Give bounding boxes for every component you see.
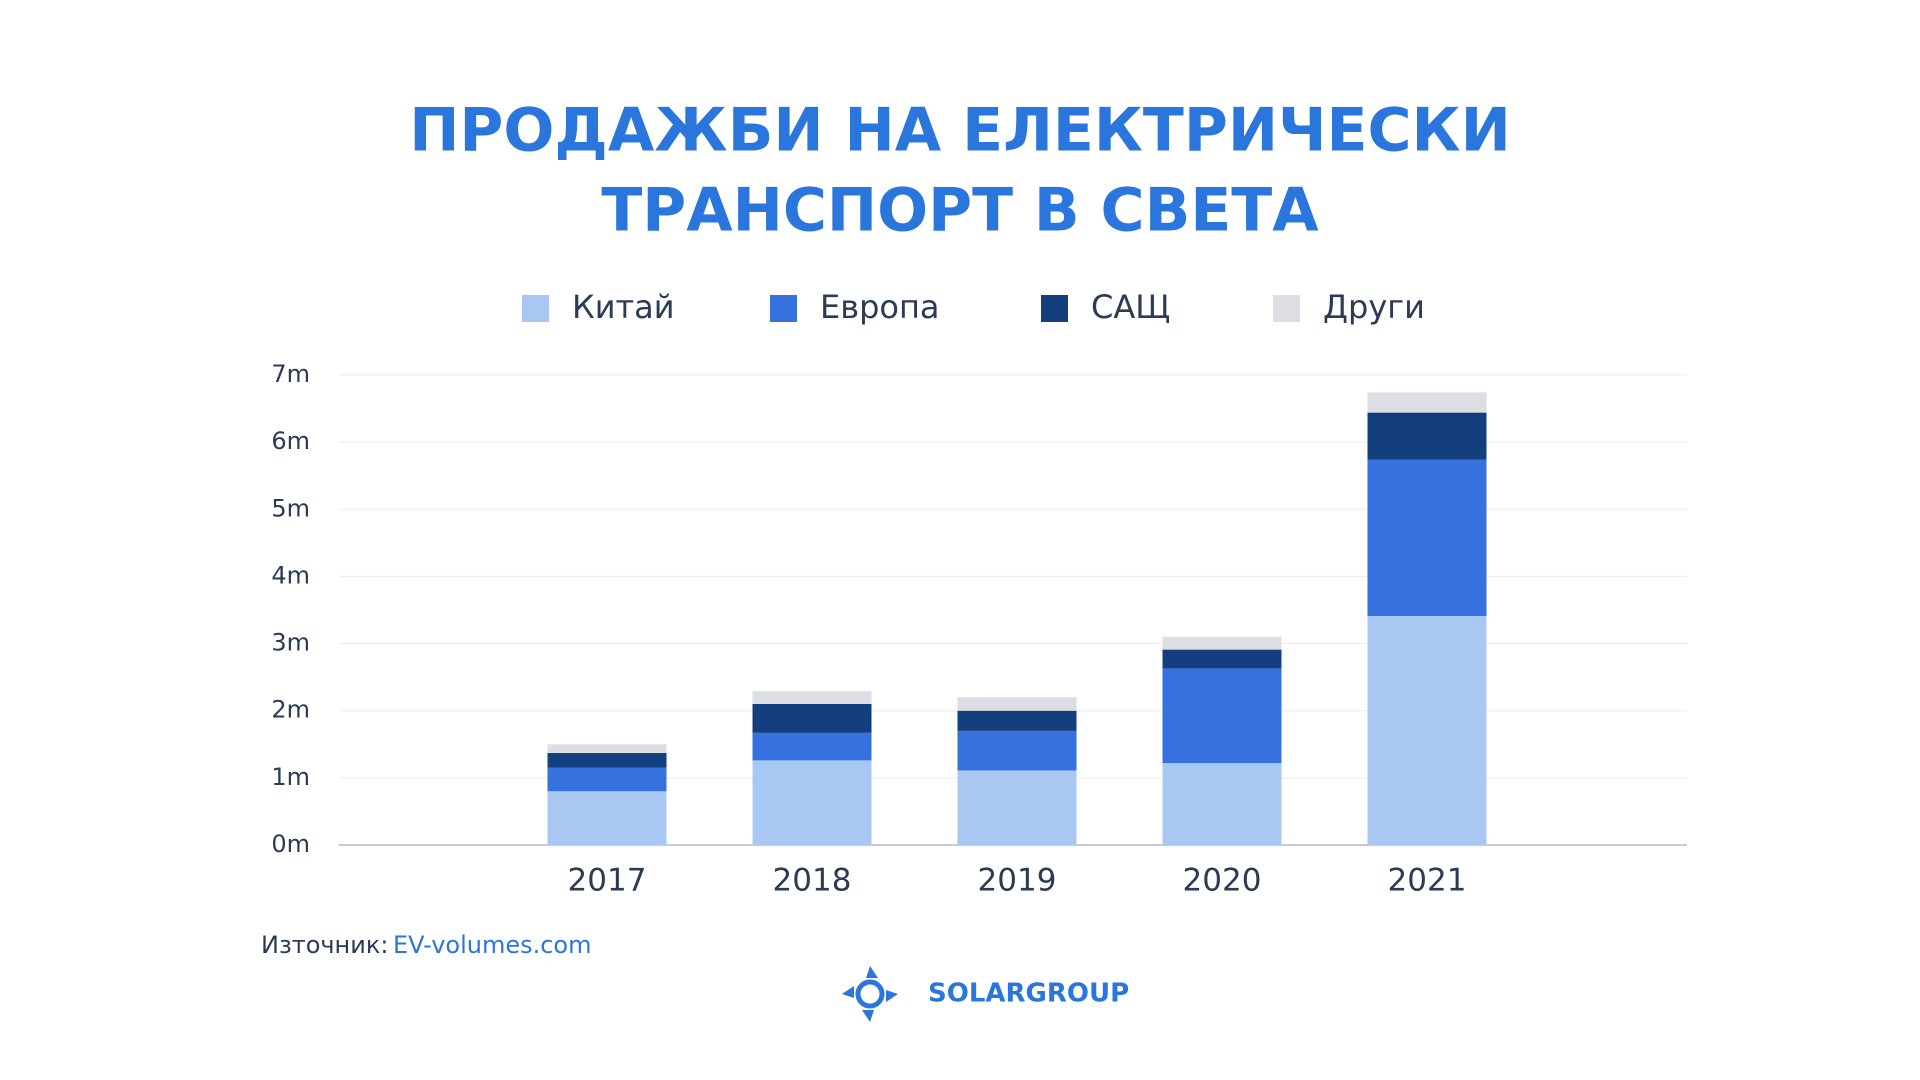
bar-segment xyxy=(1162,636,1282,650)
y-tick-label: 7m xyxy=(271,360,310,388)
logo-icon xyxy=(842,966,898,1022)
bar-segment xyxy=(547,791,667,845)
y-tick-label: 2m xyxy=(271,696,310,724)
bar-segment xyxy=(752,760,872,845)
legend-label: САЩ xyxy=(1091,288,1170,326)
y-tick-label: 1m xyxy=(271,763,310,791)
legend-swatch xyxy=(1273,295,1300,322)
x-tick-label: 2019 xyxy=(978,863,1057,899)
bar-segment xyxy=(1162,649,1282,669)
x-tick-label: 2020 xyxy=(1183,863,1262,899)
bar-segment xyxy=(1367,459,1487,617)
bar-segment xyxy=(1367,616,1487,845)
bar-segment xyxy=(752,704,872,733)
source-label: Източник: xyxy=(261,931,388,959)
y-tick-label: 4m xyxy=(271,561,310,589)
legend-label: Други xyxy=(1323,288,1425,326)
bar-segment xyxy=(957,710,1077,731)
legend-swatch xyxy=(1041,295,1068,322)
y-tick-label: 5m xyxy=(271,494,310,522)
bar-segment xyxy=(1162,668,1282,764)
bar-segment xyxy=(957,730,1077,771)
chart-title: ПРОДАЖБИ НА ЕЛЕКТРИЧЕСКИ xyxy=(409,96,1511,166)
x-tick-label: 2018 xyxy=(773,863,852,899)
y-tick-label: 0m xyxy=(271,830,310,858)
legend-swatch xyxy=(522,295,549,322)
bar-segment xyxy=(547,767,667,792)
legend-label: Европа xyxy=(820,288,940,326)
source-link: EV-volumes.com xyxy=(393,931,592,959)
bar-segment xyxy=(957,770,1077,845)
legend-swatch xyxy=(770,295,797,322)
legend-label: Китай xyxy=(572,288,675,326)
x-tick-label: 2017 xyxy=(568,863,647,899)
chart-title: ТРАНСПОРТ В СВЕТА xyxy=(601,176,1319,246)
x-tick-label: 2021 xyxy=(1388,863,1467,899)
bar-segment xyxy=(547,744,667,754)
logo-text: SOLARGROUP xyxy=(928,979,1129,1009)
y-tick-label: 6m xyxy=(271,427,310,455)
bar-segment xyxy=(547,753,667,768)
bar-segment xyxy=(1162,763,1282,845)
bar-segment xyxy=(752,691,872,704)
bar-segment xyxy=(1367,392,1487,413)
y-tick-label: 3m xyxy=(271,629,310,657)
bar-segment xyxy=(1367,412,1487,460)
bar-segment xyxy=(752,732,872,761)
bar-segment xyxy=(957,697,1077,711)
